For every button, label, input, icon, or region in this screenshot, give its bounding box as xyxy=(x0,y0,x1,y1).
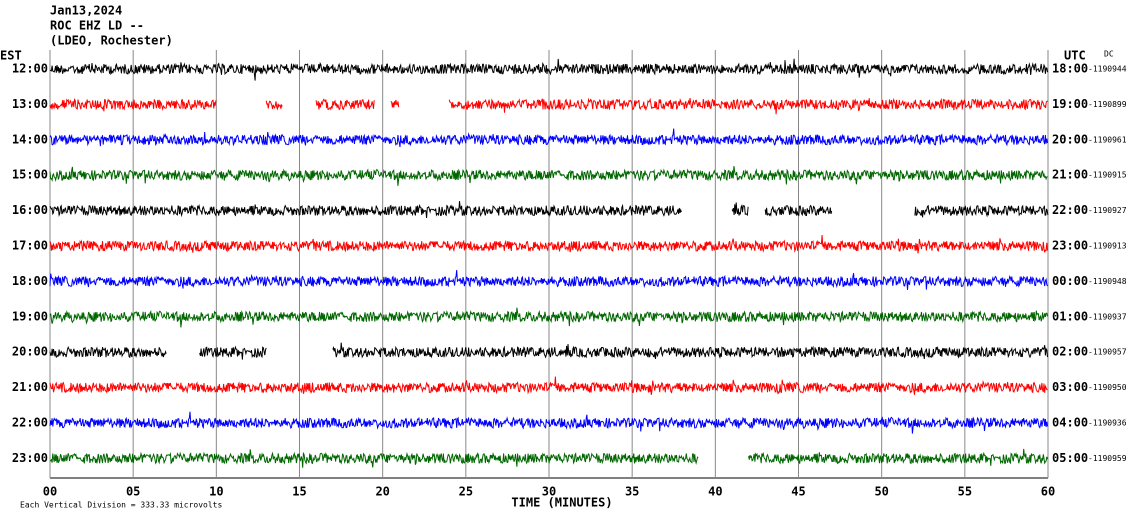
right-axis-label: UTC xyxy=(1064,49,1086,63)
dc-value: -1190948 xyxy=(1088,277,1127,286)
est-label: 18:00 xyxy=(12,274,48,288)
trace xyxy=(315,98,375,111)
footer: Each Vertical Division = 333.33 microvol… xyxy=(20,501,222,510)
trace xyxy=(49,58,1048,81)
x-tick-label: 10 xyxy=(209,485,223,499)
dc-value: -1190913 xyxy=(1088,242,1127,251)
utc-label: 22:00 xyxy=(1052,203,1088,217)
trace xyxy=(49,166,1048,186)
dc-value: -1190927 xyxy=(1088,206,1127,215)
dc-value: -1190936 xyxy=(1088,419,1127,428)
x-tick-label: 25 xyxy=(459,485,473,499)
trace xyxy=(49,270,1048,290)
est-label: 17:00 xyxy=(12,239,48,253)
dc-value: -1190961 xyxy=(1088,135,1127,144)
x-tick-label: 45 xyxy=(791,485,805,499)
left-axis-label: EST xyxy=(0,49,22,63)
utc-label: 05:00 xyxy=(1052,451,1088,465)
trace xyxy=(764,204,833,217)
est-label: 12:00 xyxy=(12,62,48,76)
trace xyxy=(49,307,1048,328)
utc-label: 19:00 xyxy=(1052,97,1088,111)
dc-value: -1190937 xyxy=(1088,312,1127,321)
est-label: 14:00 xyxy=(12,132,48,146)
est-label: 19:00 xyxy=(12,309,48,323)
dc-label: DC xyxy=(1104,50,1114,59)
utc-label: 00:00 xyxy=(1052,274,1088,288)
x-tick-label: 05 xyxy=(126,485,140,499)
trace xyxy=(448,97,1048,115)
trace xyxy=(49,376,1048,395)
trace xyxy=(731,202,749,217)
utc-label: 03:00 xyxy=(1052,380,1088,394)
x-tick-label: 15 xyxy=(292,485,306,499)
x-tick-label: 50 xyxy=(874,485,888,499)
dc-value: -1190915 xyxy=(1088,171,1127,180)
x-axis-label: TIME (MINUTES) xyxy=(511,496,612,510)
trace xyxy=(50,449,699,468)
trace xyxy=(748,448,1048,466)
trace xyxy=(49,346,167,359)
dc-value: -1190950 xyxy=(1088,383,1127,392)
dc-value: -1190957 xyxy=(1088,348,1127,357)
utc-label: 21:00 xyxy=(1052,168,1088,182)
trace xyxy=(265,100,283,111)
x-tick-label: 35 xyxy=(625,485,639,499)
trace xyxy=(49,411,1048,434)
dc-value: -1190899 xyxy=(1088,100,1127,109)
utc-label: 01:00 xyxy=(1052,309,1088,323)
est-label: 15:00 xyxy=(12,168,48,182)
trace xyxy=(49,234,1048,254)
utc-label: 20:00 xyxy=(1052,132,1088,146)
x-tick-label: 30 xyxy=(542,485,556,499)
dc-value: -1190944 xyxy=(1088,65,1127,74)
title-line: (LDEO, Rochester) xyxy=(50,34,173,48)
x-tick-label: 60 xyxy=(1041,485,1055,499)
trace xyxy=(199,345,267,360)
x-tick-label: 40 xyxy=(708,485,722,499)
x-tick-label: 20 xyxy=(375,485,389,499)
utc-label: 04:00 xyxy=(1052,416,1088,430)
est-label: 21:00 xyxy=(12,380,48,394)
est-label: 23:00 xyxy=(12,451,48,465)
est-label: 20:00 xyxy=(12,345,48,359)
est-label: 16:00 xyxy=(12,203,48,217)
trace xyxy=(390,99,400,108)
trace xyxy=(914,204,1049,218)
title-line: ROC EHZ LD -- xyxy=(50,19,144,33)
dc-value: -1190959 xyxy=(1088,454,1127,463)
est-label: 22:00 xyxy=(12,416,48,430)
trace xyxy=(49,128,1048,148)
utc-label: 18:00 xyxy=(1052,62,1088,76)
utc-label: 02:00 xyxy=(1052,345,1088,359)
trace xyxy=(332,342,1048,360)
title-line: Jan13,2024 xyxy=(50,4,122,18)
trace xyxy=(49,98,217,112)
utc-label: 23:00 xyxy=(1052,239,1088,253)
x-tick-label: 55 xyxy=(958,485,972,499)
x-tick-label: 00 xyxy=(43,485,57,499)
est-label: 13:00 xyxy=(12,97,48,111)
trace xyxy=(49,201,682,219)
